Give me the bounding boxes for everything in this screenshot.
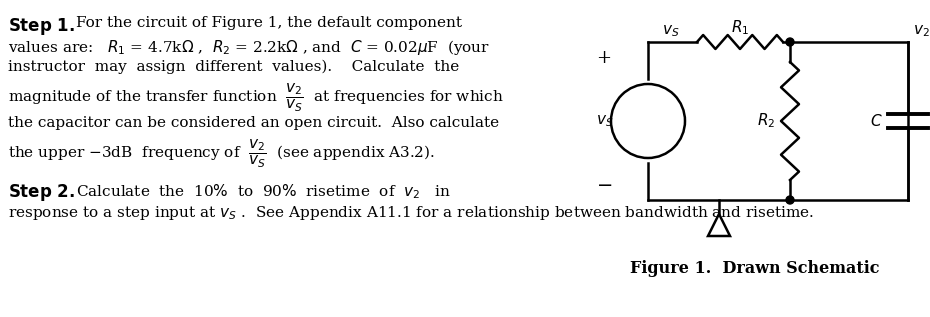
Text: response to a step input at $v_S$ .  See Appendix A11.1 for a relationship betwe: response to a step input at $v_S$ . See … [8,204,815,222]
Text: instructor  may  assign  different  values).    Calculate  the: instructor may assign different values).… [8,60,459,74]
Circle shape [786,38,794,46]
Text: $v_S$: $v_S$ [595,113,613,129]
Text: magnitude of the transfer function  $\dfrac{v_2}{v_S}$  at frequencies for which: magnitude of the transfer function $\dfr… [8,82,504,114]
Text: Figure 1.  Drawn Schematic: Figure 1. Drawn Schematic [631,260,880,277]
Text: $R_2$: $R_2$ [757,112,775,130]
Text: $v_S$: $v_S$ [662,23,680,39]
Text: For the circuit of Figure 1, the default component: For the circuit of Figure 1, the default… [76,16,462,30]
Text: values are:   $R_1$ = 4.7k$\Omega$ ,  $R_2$ = 2.2k$\Omega$ , and  $C$ = 0.02$\mu: values are: $R_1$ = 4.7k$\Omega$ , $R_2$… [8,38,490,57]
Text: the capacitor can be considered an open circuit.  Also calculate: the capacitor can be considered an open … [8,116,499,130]
Text: $\mathbf{Step\ 1.}$: $\mathbf{Step\ 1.}$ [8,16,74,37]
Text: $-$: $-$ [596,175,612,193]
Text: +: + [596,49,612,67]
Text: the upper $-$3dB  frequency of  $\dfrac{v_2}{v_S}$  (see appendix A3.2).: the upper $-$3dB frequency of $\dfrac{v_… [8,138,434,170]
Text: $\mathbf{Step\ 2.}$: $\mathbf{Step\ 2.}$ [8,182,74,203]
Circle shape [786,196,794,204]
Text: $C$: $C$ [870,113,883,129]
Text: $v_2$: $v_2$ [913,23,930,39]
Text: Calculate  the  10$\%$  to  90$\%$  risetime  of  $v_2$   in: Calculate the 10$\%$ to 90$\%$ risetime … [76,182,450,201]
Text: $R_1$: $R_1$ [731,18,750,37]
